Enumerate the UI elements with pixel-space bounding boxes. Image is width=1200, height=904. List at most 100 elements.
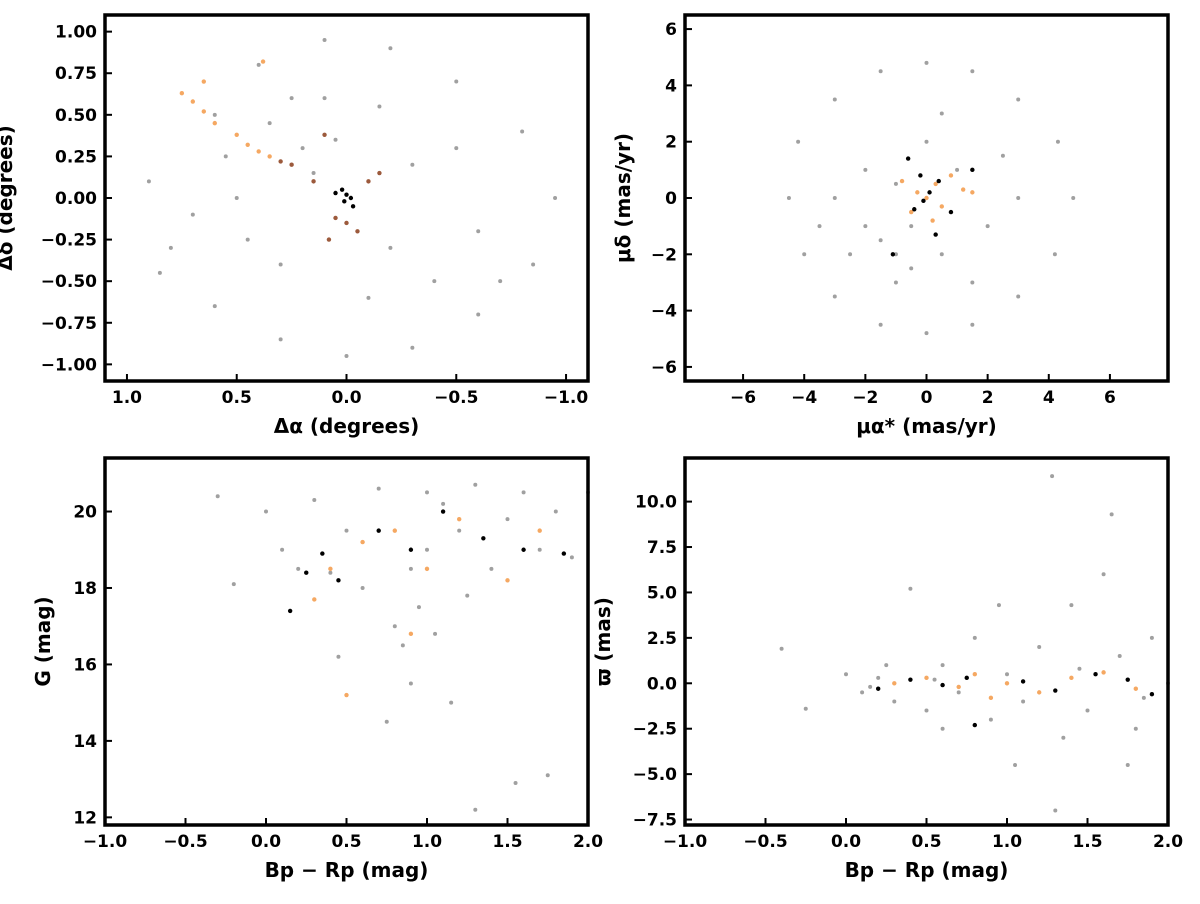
y-tick-label: −5.0 [633, 765, 678, 785]
x-tick-label: −1.0 [663, 832, 708, 852]
point [336, 578, 341, 583]
point [377, 170, 382, 176]
point [267, 121, 272, 126]
x-tick-label: −1.0 [83, 832, 128, 852]
y-tick-label: −1.00 [41, 355, 97, 375]
point [1149, 635, 1154, 640]
point [440, 509, 446, 514]
x-axis-label: Bp − Rp (mag) [265, 858, 429, 882]
point [892, 699, 897, 704]
point [924, 708, 929, 713]
point [256, 149, 261, 154]
point [1016, 294, 1021, 299]
point [333, 215, 338, 221]
point [964, 675, 969, 681]
x-tick-label: 2.0 [1153, 832, 1183, 852]
x-tick-label: 1.5 [1072, 832, 1102, 852]
x-tick-label: 0.5 [222, 388, 252, 408]
point [876, 686, 881, 691]
x-tick-label: −6 [730, 388, 756, 408]
y-tick-label: −0.75 [41, 314, 97, 334]
x-tick-label: 2.0 [573, 832, 603, 852]
point [930, 218, 935, 223]
point [360, 539, 365, 545]
point [278, 159, 283, 164]
y-tick-label: 20 [73, 503, 97, 523]
point [561, 551, 567, 556]
point [296, 566, 301, 571]
y-tick-label: 5.0 [647, 583, 677, 603]
point [1053, 808, 1058, 813]
point [278, 337, 283, 342]
point [803, 706, 808, 711]
point [339, 187, 345, 192]
point [924, 675, 929, 681]
point [878, 238, 883, 243]
point [531, 262, 536, 267]
point [936, 178, 941, 184]
point [878, 69, 883, 74]
point [948, 173, 954, 178]
y-tick-label: 1.00 [55, 23, 97, 43]
y-tick-label: 16 [73, 655, 97, 675]
point [234, 132, 239, 137]
point [927, 190, 932, 195]
point [312, 597, 317, 602]
panel: −1.0 −0.5 0.0 0.5 1.0 1.5 2.0 −7.5 −5.0 −2.5 0.0 2.… [591, 456, 1183, 882]
x-tick-label: −0.5 [163, 832, 207, 852]
point [860, 690, 865, 695]
point [940, 682, 945, 688]
point [1037, 644, 1042, 649]
x-tick-label: 0.0 [331, 388, 361, 408]
point [1077, 666, 1082, 671]
point [457, 516, 462, 522]
y-tick-label: −0.25 [41, 231, 97, 251]
point [344, 192, 349, 197]
point [355, 229, 360, 234]
point [1069, 675, 1074, 681]
point [350, 204, 356, 209]
point [939, 111, 944, 116]
point [311, 179, 316, 184]
point [212, 304, 217, 309]
y-tick-label: 10.0 [635, 493, 677, 513]
point [408, 547, 414, 552]
point [909, 266, 914, 271]
point [970, 69, 975, 74]
point [388, 46, 393, 51]
point [333, 190, 338, 196]
point [392, 624, 397, 629]
point [1071, 196, 1076, 200]
point [328, 566, 333, 572]
point [1101, 572, 1106, 577]
y-axis-label: ϖ (mas) [591, 597, 615, 686]
y-tick-label: −0.50 [41, 272, 97, 292]
point [432, 279, 437, 284]
point [366, 295, 371, 300]
point [441, 501, 446, 506]
point [344, 528, 349, 533]
y-tick-label: −7.5 [633, 811, 677, 831]
point [985, 224, 990, 229]
point [832, 97, 837, 102]
point [1125, 763, 1130, 768]
point [1133, 686, 1139, 691]
y-tick-label: 18 [73, 579, 97, 599]
point [932, 677, 937, 682]
point [933, 181, 938, 187]
point [215, 494, 220, 499]
point [893, 280, 898, 285]
point [280, 547, 285, 552]
point [890, 252, 896, 257]
point [884, 663, 889, 668]
point [863, 167, 868, 172]
y-axis-label: G (mag) [31, 596, 55, 686]
point [505, 517, 510, 522]
axes-frame [103, 13, 590, 383]
point [190, 99, 196, 104]
x-tick-label: 4 [1043, 388, 1055, 408]
point [970, 190, 975, 195]
point [908, 677, 913, 682]
point [1061, 735, 1066, 740]
